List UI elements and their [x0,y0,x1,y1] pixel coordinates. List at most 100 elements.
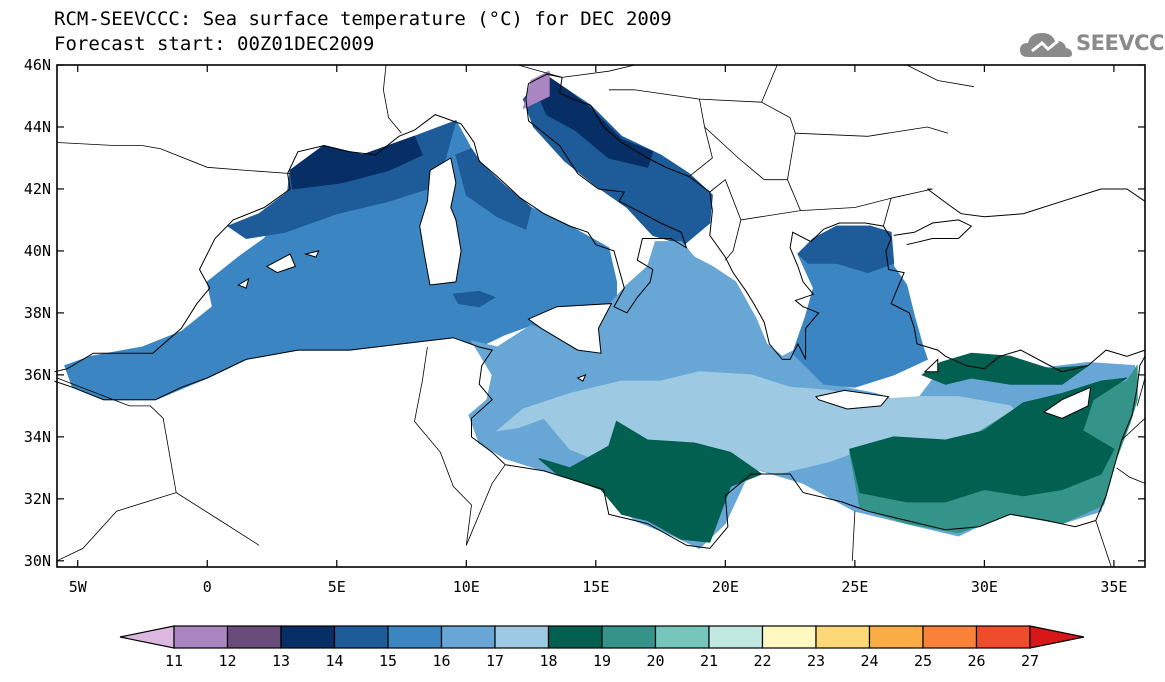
border-line [891,188,933,199]
coast-north-africa-coast [54,337,1096,549]
colorbar-label: 18 [539,652,557,670]
y-tick-label: 40N [24,242,51,260]
island-cyprus [1042,386,1092,419]
colorbar-bin [708,625,764,649]
sst-region-gulf-lion-14 [289,135,423,190]
border-line [142,145,291,174]
y-tick-label: 46N [24,56,51,74]
coast-black-sea-hint [927,188,1146,218]
y-tick-label: 32N [24,490,51,508]
colorbar-bin [387,625,443,649]
x-tick-label: 30E [971,578,998,596]
island-sicily [527,303,613,354]
x-tick-label: 10E [453,578,480,596]
x-tick-label: 0 [203,578,212,596]
coast-spain-coast [54,73,1146,373]
island-balearic-mallorca [265,253,296,274]
colorbar-bin [440,625,496,649]
colorbar-bin [654,625,710,649]
colorbar-label: 20 [646,652,664,670]
sst-region-tyrrhenian-15 [455,148,532,230]
colorbar-bin [868,625,924,649]
colorbar-high-arrow [1029,625,1085,649]
colorbar-low-arrow [119,625,175,649]
coastlines [54,73,1146,549]
y-tick-label: 30N [24,552,51,570]
colorbar-label: 11 [165,652,183,670]
y-tick-label: 34N [24,428,51,446]
border-line [465,464,506,546]
map-subtitle: Forecast start: 00Z01DEC2009 [54,33,375,55]
border-line [382,64,402,134]
cloud-logo-icon [1020,33,1072,57]
border-line [175,492,260,546]
island-corsica-sardinia [419,157,462,286]
colorbar-label: 12 [218,652,236,670]
border-line [1136,377,1146,407]
border-line [724,219,742,261]
map-frame [56,64,1146,568]
colorbar-bin [226,625,282,649]
border-line [562,64,635,78]
border-line [1116,467,1146,484]
colorbar-bin [547,625,603,649]
border-line [906,64,975,88]
border-line [608,89,713,177]
colorbar-label: 19 [593,652,611,670]
sst-region-aegean-16 [792,225,929,388]
colorbar-label: 23 [807,652,825,670]
y-tick-label: 42N [24,180,51,198]
colorbar-bin [494,625,550,649]
y-tick-label: 38N [24,304,51,322]
border-line [761,64,778,103]
border-line [851,511,856,561]
colorbar-bin [333,625,389,649]
latitude-axis: 30N 32N 34N 36N 38N 40N 42N 44N 46N [24,56,1145,570]
colorbar-bin [975,625,1031,649]
border-line [795,126,949,137]
border-line [56,142,143,147]
colorbar-label: 27 [1021,652,1039,670]
colorbar-bin [601,625,657,649]
sst-region-adriatic-13 [522,70,550,110]
sst-region-north-aegean-15 [797,225,895,274]
border-line [56,377,177,562]
x-tick-label: 35E [1100,578,1127,596]
sst-region-gulf-sidra-19 [538,420,763,543]
border-line [414,346,472,546]
colorbar-bin [173,625,229,649]
coast-levant-coast [1095,356,1146,521]
x-tick-label: 20E [712,578,739,596]
colorbar-label: 16 [432,652,450,670]
map-title: RCM-SEEVCCC: Sea surface temperature (°C… [54,8,672,30]
island-ibiza [237,277,250,289]
x-tick-label: 15E [582,578,609,596]
sst-region-ionian-15-patch [452,290,496,308]
colorbar-label: 24 [860,652,878,670]
colorbar-bin [815,625,871,649]
island-rhodes [923,358,939,373]
border-line [1095,520,1112,568]
colorbar-label: 22 [753,652,771,670]
colorbar-label: 25 [914,652,932,670]
islands [237,157,1092,419]
colorbar-label: 21 [700,652,718,670]
border-line [704,126,802,221]
colorbar-bin [922,625,978,649]
x-tick-label: 5E [328,578,346,596]
x-tick-label: 5W [69,578,88,596]
colorbar-label: 15 [379,652,397,670]
y-tick-label: 44N [24,118,51,136]
island-balearic-minorca [303,250,320,258]
logo-text: SEEVCCC [1076,31,1165,55]
island-crete [815,389,890,410]
coast-marmara [893,219,973,246]
seevccc-logo: SEEVCCC [1018,27,1165,61]
border-line [1121,418,1146,441]
border-line [699,98,796,180]
colorbar-label: 14 [325,652,343,670]
colorbar-label: 26 [967,652,985,670]
colorbar-label: 13 [272,652,290,670]
y-tick-label: 36N [24,366,51,384]
